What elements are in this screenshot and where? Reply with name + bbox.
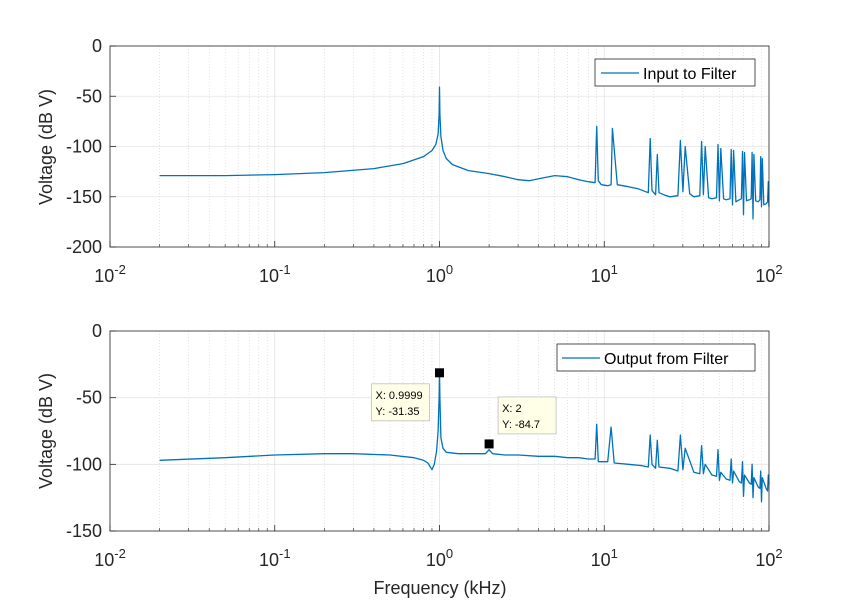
y-tick-label: -200 xyxy=(66,237,102,257)
top-subplot[interactable]: 0 -50 -100 -150 -200 10-2 10-1 100 101 102 Volta… xyxy=(36,36,783,286)
x-axis-label: Frequency (kHz) xyxy=(373,578,506,598)
bottom-datatips[interactable]: X: 0.9999 Y: -31.35 X: 2 Y: -84.7 xyxy=(371,368,557,449)
datatip[interactable]: X: 2 Y: -84.7 xyxy=(484,396,557,449)
top-legend[interactable]: Input to Filter xyxy=(594,58,756,87)
bottom-legend-label: Output from Filter xyxy=(604,351,729,368)
x-tick-label: 10-1 xyxy=(259,262,291,286)
x-tick-label: 102 xyxy=(755,546,782,570)
datatip-marker[interactable] xyxy=(484,439,494,449)
x-tick-label: 102 xyxy=(755,262,782,286)
top-series-layer xyxy=(159,86,770,220)
top-xtick-labels: 10-2 10-1 100 101 102 xyxy=(94,262,782,286)
y-tick-label: -50 xyxy=(76,388,102,408)
datatip-y-text: Y: -31.35 xyxy=(375,406,419,418)
input-to-filter-line[interactable] xyxy=(159,86,770,220)
y-tick-label: -100 xyxy=(66,137,102,157)
datatip-y-text: Y: -84.7 xyxy=(502,419,540,431)
top-ytick-labels: 0 -50 -100 -150 -200 xyxy=(66,36,102,257)
x-tick-label: 100 xyxy=(426,546,453,570)
bottom-xtick-labels: 10-2 10-1 100 101 102 xyxy=(94,546,782,570)
y-tick-label: -50 xyxy=(76,86,102,106)
y-tick-label: -150 xyxy=(66,187,102,207)
top-ylabel: Voltage (dB V) xyxy=(36,89,56,205)
bottom-tick-marks xyxy=(109,330,770,532)
datatip-x-text: X: 2 xyxy=(502,403,522,415)
bottom-ytick-labels: 0 -50 -100 -150 xyxy=(66,321,102,541)
y-tick-label: -100 xyxy=(66,454,102,474)
bottom-ylabel: Voltage (dB V) xyxy=(36,373,56,489)
x-tick-label: 10-2 xyxy=(94,262,126,286)
x-tick-label: 101 xyxy=(591,262,618,286)
datatip-box xyxy=(371,383,430,422)
bottom-subplot[interactable]: 0 -50 -100 -150 10-2 10-1 100 101 102 Voltage (… xyxy=(36,321,783,598)
datatip-marker[interactable] xyxy=(434,368,444,378)
x-tick-label: 100 xyxy=(426,262,453,286)
bottom-legend[interactable]: Output from Filter xyxy=(556,343,756,372)
top-legend-label: Input to Filter xyxy=(643,66,737,83)
y-tick-label: 0 xyxy=(92,321,102,341)
datatip[interactable]: X: 0.9999 Y: -31.35 xyxy=(371,368,444,422)
y-tick-label: 0 xyxy=(92,36,102,56)
x-tick-label: 101 xyxy=(591,546,618,570)
datatip-x-text: X: 0.9999 xyxy=(375,390,422,402)
x-tick-label: 10-1 xyxy=(259,546,291,570)
top-tick-marks xyxy=(109,45,770,248)
datatip-box xyxy=(497,396,557,435)
x-tick-label: 10-2 xyxy=(94,546,126,570)
y-tick-label: -150 xyxy=(66,521,102,541)
